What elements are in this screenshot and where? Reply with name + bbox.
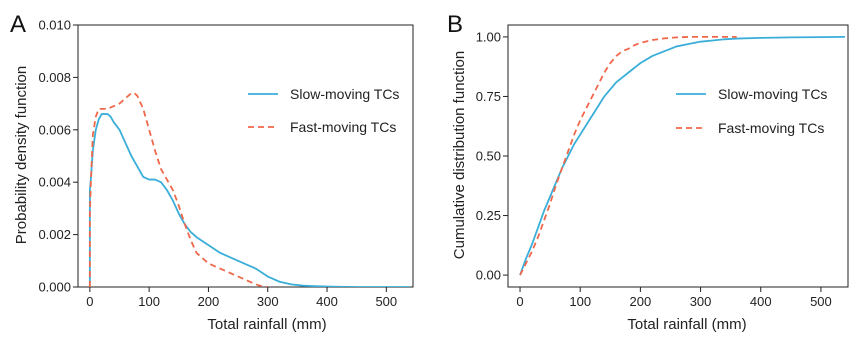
panel-a-label: A [10,11,26,38]
x-tick-label: 100 [569,294,591,309]
y-tick-label: 0.000 [38,280,71,295]
panel-b-label: B [447,11,463,38]
x-tick-label: 400 [316,294,338,309]
y-tick-label: 0.25 [476,208,501,223]
x-tick-label: 200 [630,294,652,309]
x-tick-label: 200 [198,294,220,309]
legend-label: Slow-moving TCs [290,86,399,102]
y-tick-label: 0.004 [38,175,71,190]
x-tick-label: 400 [750,294,772,309]
panel-b-xlabel: Total rainfall (mm) [627,316,746,333]
y-tick-label: 0.002 [38,227,71,242]
panel-b-frame [507,24,849,288]
y-tick-label: 0.006 [38,122,71,137]
panel-a-frame [77,24,414,288]
y-tick-label: 1.00 [476,29,501,44]
x-tick-label: 100 [138,294,160,309]
series-line-slow-moving-tcs [88,113,411,287]
x-tick-label: 300 [690,294,712,309]
y-tick-label: 0.008 [38,70,71,85]
x-tick-label: 0 [516,294,523,309]
series-line-slow-moving-tcs [519,36,845,276]
legend-label: Fast-moving TCs [718,120,824,136]
series-line-fast-moving-tcs [88,92,268,287]
legend-label: Fast-moving TCs [290,119,396,135]
x-tick-label: 500 [375,294,397,309]
panel-a-xlabel: Total rainfall (mm) [207,316,326,333]
x-tick-label: 0 [86,294,93,309]
y-tick-label: 0.75 [476,89,501,104]
y-tick-label: 0.010 [38,18,71,33]
series-line-fast-moving-tcs [519,36,737,276]
panel-b-ylabel: Cumulative distribution function [451,51,468,259]
x-tick-label: 500 [810,294,832,309]
y-tick-label: 0.50 [476,149,501,164]
legend-label: Slow-moving TCs [718,86,827,102]
panel-a: A Probability density function Total rai… [10,11,414,333]
panel-b: B Cumulative distribution function Total… [447,11,849,333]
y-tick-label: 0.00 [476,268,501,283]
x-tick-label: 300 [257,294,279,309]
panel-a-ylabel: Probability density function [13,66,30,244]
